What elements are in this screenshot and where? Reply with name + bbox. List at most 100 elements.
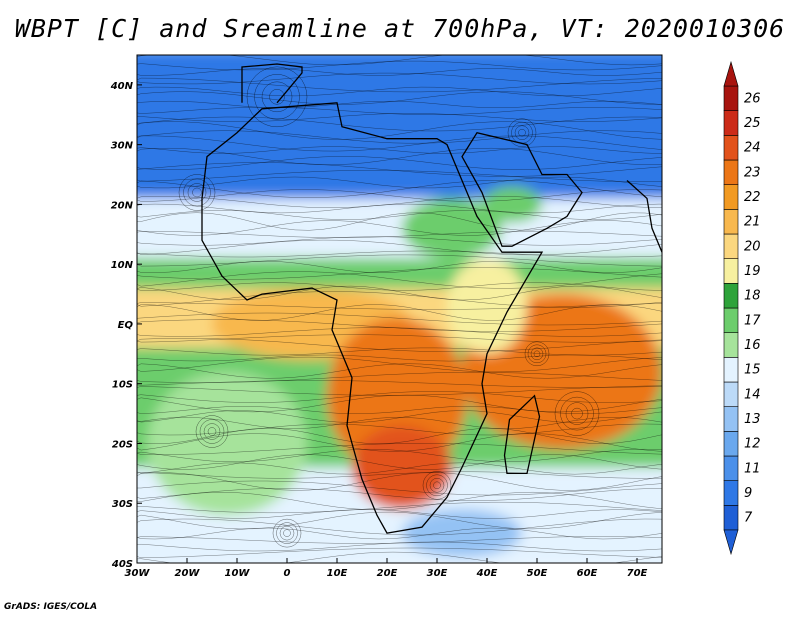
lon-tick-label: 0 <box>284 568 291 579</box>
colorbar-label: 12 <box>744 437 761 452</box>
streamline <box>137 471 662 479</box>
colorbar-label: 13 <box>744 412 761 427</box>
streamline <box>137 312 662 326</box>
colorbar-label: 18 <box>744 289 761 304</box>
lat-tick-label: 10S <box>112 380 133 391</box>
streamline-vortex <box>518 128 526 137</box>
lon-tick-label: 40E <box>476 568 498 579</box>
streamline-vortex <box>511 121 533 144</box>
colorbar-label: 11 <box>744 461 761 476</box>
streamline <box>137 180 662 198</box>
streamline <box>137 91 662 105</box>
lon-tick-label: 30E <box>427 568 448 579</box>
streamline <box>137 121 662 140</box>
streamline <box>137 147 662 166</box>
streamline <box>137 302 662 310</box>
colorbar-segment <box>723 406 739 432</box>
streamline <box>137 107 662 115</box>
streamline <box>137 261 662 273</box>
streamline <box>137 60 662 71</box>
streamline <box>137 423 662 436</box>
streamline <box>137 196 662 208</box>
colorbar: 7 9 11 12 13 14 15 16 17 18 19 20 21 22 23 24 25 26 <box>723 60 761 556</box>
streamline-vortex <box>183 178 211 207</box>
streamline <box>137 410 662 423</box>
field-blob-2 <box>352 425 452 510</box>
streamline <box>137 527 662 540</box>
colorbar-segment <box>723 258 739 284</box>
streamline-vortex <box>560 396 594 431</box>
streamline <box>137 541 662 552</box>
streamline <box>137 356 662 373</box>
colorbar-segment <box>723 283 739 309</box>
streamline <box>137 236 662 246</box>
colorbar-segment <box>723 184 739 210</box>
streamline <box>137 220 662 236</box>
streamline <box>137 291 662 308</box>
streamline <box>137 334 662 343</box>
streamline <box>137 116 662 132</box>
streamline-vortex <box>199 419 225 444</box>
colorbar-segment <box>723 381 739 407</box>
colorbar-label: 21 <box>744 215 761 230</box>
streamline <box>137 518 662 536</box>
streamline <box>137 428 662 444</box>
lon-tick-label: 10E <box>327 568 348 579</box>
streamline <box>137 536 662 544</box>
colorbar-label: 26 <box>744 91 761 106</box>
streamline-vortex <box>507 118 537 147</box>
colorbar-label: 15 <box>744 363 761 378</box>
colorbar-segment <box>723 135 739 161</box>
colorbar-label: 9 <box>744 486 752 501</box>
colorbar-label: 20 <box>744 239 761 254</box>
streamline <box>137 509 662 519</box>
coast-iberia <box>241 63 303 104</box>
streamline <box>137 239 662 256</box>
lon-tick-label: 50E <box>527 568 548 579</box>
field-blob-8 <box>402 509 522 558</box>
streamline-vortex <box>192 187 202 198</box>
streamline-vortex <box>276 522 298 544</box>
colorbar-segment <box>723 307 739 333</box>
lat-tick-label: 30N <box>111 141 134 152</box>
streamline <box>137 417 662 429</box>
lon-tick-label: 30W <box>125 568 151 579</box>
streamline <box>137 472 662 491</box>
coast-africa <box>201 102 544 534</box>
streamline-vortex <box>422 471 452 500</box>
streamline-vortex <box>433 481 441 490</box>
streamline-vortex <box>530 347 544 361</box>
streamline <box>137 547 662 559</box>
colorbar-segment <box>723 159 739 185</box>
colorbar-label: 14 <box>744 387 761 402</box>
streamline <box>137 250 662 258</box>
streamline <box>137 380 662 388</box>
streamline <box>137 212 662 231</box>
colorbar-segment <box>723 505 739 531</box>
colorbar-label: 22 <box>744 190 761 205</box>
lon-tick-label: 20E <box>377 568 398 579</box>
streamlines <box>137 55 662 563</box>
lon-tick-label: 60E <box>577 568 598 579</box>
streamline-vortex <box>514 125 530 140</box>
colorbar-max-arrow <box>723 60 739 87</box>
lat-tick-label: 10N <box>111 260 134 271</box>
streamline <box>137 231 662 238</box>
lat-tick-label: 40S <box>111 559 133 570</box>
streamline <box>137 135 662 152</box>
streamline-vortex <box>269 89 285 105</box>
streamline <box>137 454 662 470</box>
streamline <box>137 282 662 291</box>
streamline-vortex <box>554 391 600 436</box>
streamline <box>137 162 662 177</box>
streamline <box>137 254 662 267</box>
streamline <box>137 480 662 496</box>
streamline <box>137 86 662 97</box>
streamline-vortex <box>571 407 583 420</box>
lat-tick-label: 40N <box>110 81 134 92</box>
streamline-vortex <box>565 402 589 425</box>
lon-tick-label: 10W <box>225 568 251 579</box>
streamline <box>137 501 662 514</box>
chart-title: WBPT [C] and Sreamline at 700hPa, VT: 20… <box>14 14 786 43</box>
coast-madagascar <box>503 394 541 475</box>
